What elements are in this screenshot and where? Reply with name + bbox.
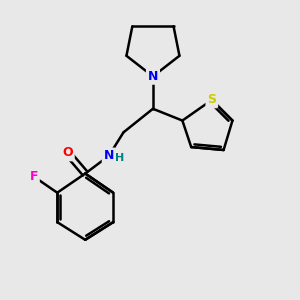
Text: S: S — [207, 93, 216, 106]
Text: F: F — [29, 170, 38, 183]
Text: O: O — [62, 146, 73, 159]
Text: N: N — [103, 149, 114, 162]
Text: H: H — [115, 153, 124, 163]
Text: N: N — [148, 70, 158, 83]
